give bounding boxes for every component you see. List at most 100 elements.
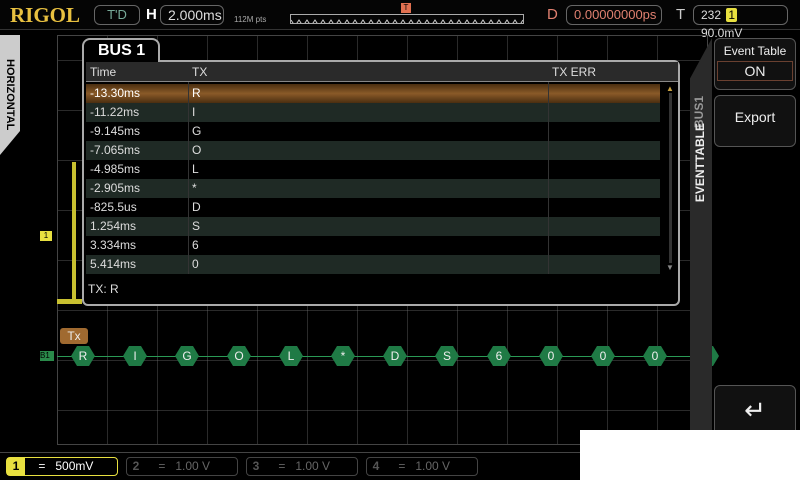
cell-time: 3.334ms [90,238,137,252]
table-row[interactable]: -7.065ms O [86,141,660,160]
decode-frame: I [123,346,147,366]
horizontal-tab[interactable]: HORIZONTAL [0,35,20,155]
table-row[interactable]: -9.145ms G [86,122,660,141]
top-status-bar: RIGOL T'D H 2.000ms 112M pts T D 0.00000… [0,0,800,40]
delay-button[interactable]: 0.00000000ps [566,5,662,25]
cell-time: -4.985ms [90,162,141,176]
table-row[interactable]: -4.985ms L [86,160,660,179]
trigger-button[interactable]: 232 1 90.0mV [693,5,788,40]
channel-3-button[interactable]: 3 = 1.00 V [246,457,358,476]
h-label: H [146,6,157,23]
cell-tx: 0 [192,257,199,271]
channel-scale: 1.00 V [175,459,211,473]
trigger-status: T'D [94,5,140,25]
event-table-button[interactable]: Event Table ON [714,38,796,90]
coupling-icon: = [398,459,406,473]
timebase-button[interactable]: 2.000ms [160,5,224,25]
cell-time: -11.22ms [90,105,140,119]
decode-frame: 0 [539,346,563,366]
t-label: T [676,6,686,23]
col-time: Time [90,65,117,79]
table-scrollbar[interactable]: ▲ ▼ [664,84,676,274]
cell-time: -13.30ms [90,86,141,100]
decode-label: Tx [60,328,88,344]
decode-frame: S [435,346,459,366]
panel-tab-bus1[interactable]: BUS 1 [82,38,160,62]
channel-4-button[interactable]: 4 = 1.00 V [366,457,478,476]
coupling-icon: = [158,459,166,473]
col-tx: TX [192,65,208,79]
channel-number: 4 [372,459,380,473]
ch1-marker[interactable]: 1 [40,231,52,241]
menu-tab-strip: BUS1 EVENTTABLE [690,38,712,443]
overview-wave-icon [291,19,523,23]
return-arrow-icon: ↵ [744,395,766,425]
scroll-down-icon[interactable]: ▼ [666,263,674,272]
table-row[interactable]: -11.22ms I [86,103,660,122]
table-row[interactable]: 5.414ms 0 [86,255,660,274]
decode-frame: * [331,346,355,366]
coupling-icon: = [38,459,46,473]
cell-time: -7.065ms [90,143,141,157]
table-row[interactable]: -13.30ms R [86,84,660,103]
channel-scale: 500mV [55,459,94,473]
event-table-panel: Time TX TX ERR -13.30ms R -11.22ms I -9.145m… [82,60,680,306]
cell-tx: G [192,124,202,138]
cell-time: 5.414ms [90,257,137,271]
bus-marker[interactable]: B1 [40,351,54,361]
channel-number: 2 [132,459,140,473]
scroll-up-icon[interactable]: ▲ [666,84,674,93]
col-tx-err: TX ERR [552,65,597,79]
decode-frame: G [175,346,199,366]
memory-depth: 112M pts [234,15,267,24]
channel-number: 1 [7,458,25,475]
event-table-value: ON [717,61,793,81]
channel-number: 3 [252,459,260,473]
cell-tx: 6 [192,238,199,252]
event-table-label: Event Table [723,44,787,58]
decode-frame: 6 [487,346,511,366]
table-row[interactable]: -2.905ms * [86,179,660,198]
back-button[interactable]: ↵ [714,385,796,437]
decode-frame: D [383,346,407,366]
rigol-logo: RIGOL [10,3,81,27]
table-row[interactable]: -825.5us D [86,198,660,217]
decode-frame: L [279,346,303,366]
channel-1-button[interactable]: 1 = 500mV [6,457,118,476]
waveform-overview[interactable] [290,14,524,24]
cell-tx: R [192,86,201,100]
cell-tx: S [192,219,201,233]
table-row[interactable]: 1.254ms S [86,217,660,236]
table-row[interactable]: 3.334ms 6 [86,236,660,255]
trigger-position-icon[interactable]: T [401,3,411,13]
trigger-count: 232 [701,8,722,22]
decode-frame: R [71,346,95,366]
coupling-icon: = [278,459,286,473]
decode-frame: O [227,346,251,366]
cell-time: -2.905ms [90,181,141,195]
cell-tx: * [192,181,197,195]
channel-scale: 1.00 V [295,459,331,473]
cell-time: -825.5us [90,200,137,214]
cell-tx: D [192,200,201,214]
trigger-channel-badge: 1 [726,8,738,22]
decode-bus-line [57,356,708,357]
channel-2-button[interactable]: 2 = 1.00 V [126,457,238,476]
cell-tx: I [192,105,196,119]
export-button[interactable]: Export [714,95,796,147]
cell-time: -9.145ms [90,124,141,138]
trigger-level: 90.0mV [701,26,743,40]
tab-eventtable[interactable]: EVENTTABLE [693,123,707,203]
cell-tx: L [192,162,199,176]
blank-region [580,430,800,480]
detail-text: TX: R [88,282,119,296]
decode-frame: 0 [591,346,615,366]
d-label: D [547,6,558,23]
ch1-trace [57,299,82,304]
table-header: Time TX TX ERR [86,62,678,82]
cell-time: 1.254ms [90,219,137,233]
channel-scale: 1.00 V [415,459,451,473]
ch1-trace-edge [72,162,76,302]
decode-frame: 0 [643,346,667,366]
cell-tx: O [192,143,202,157]
